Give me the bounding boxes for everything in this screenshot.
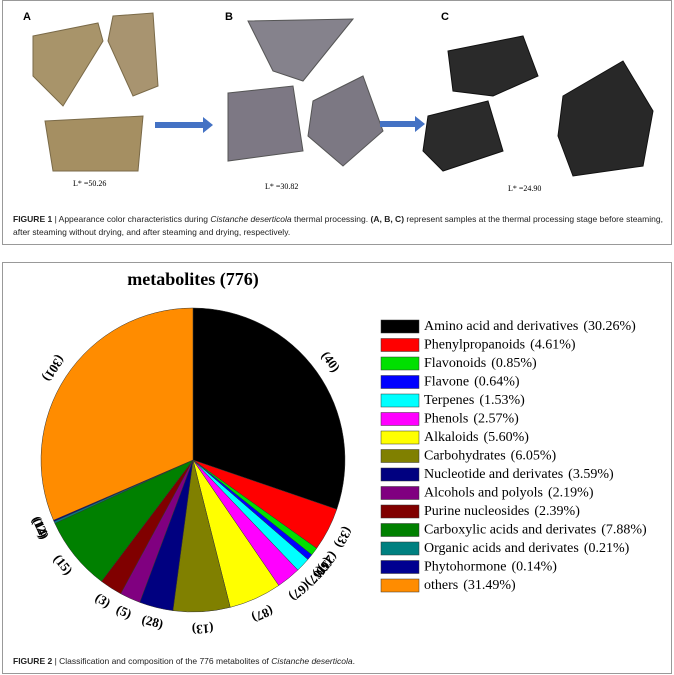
legend-name: Nucleotide and derivates	[424, 467, 563, 482]
legend-entry: Flavone (0.64%)	[424, 375, 520, 390]
legend-value: (4.61%)	[530, 338, 576, 353]
legend-swatch	[380, 560, 420, 574]
legend-name: Flavone	[424, 375, 469, 390]
legend-name: Phenols	[424, 412, 468, 427]
legend-swatch	[380, 467, 420, 482]
legend-value: (3.59%)	[568, 467, 614, 482]
legend-entry: Organic acids and derivates (0.21%)	[424, 541, 630, 556]
legend-value: (0.85%)	[491, 356, 537, 371]
panel-letter: A	[23, 11, 31, 23]
lstar-value: L* =30.82	[265, 182, 298, 191]
legend-name: Phytohormone	[424, 560, 506, 575]
legend-name: Carboxylic acids and derivates	[424, 523, 596, 538]
chart-title: metabolites (776)	[127, 269, 258, 290]
legend-swatch	[380, 449, 420, 463]
panel-letter: C	[441, 11, 449, 23]
legend-swatch	[380, 375, 420, 389]
slice-label: (13)	[191, 621, 213, 637]
figure-2: metabolites (776) (40) Amino acid and der…	[2, 262, 672, 674]
legend-entry: Carbohydrates (6.05%)	[424, 449, 556, 464]
caption-text: | Appearance color characteristics durin…	[52, 214, 211, 224]
legend-entry: Terpenes (1.53%)	[424, 393, 525, 408]
caption-text: .	[352, 656, 355, 666]
figure-2-caption: FIGURE 2 | Classification and compositio…	[13, 655, 663, 668]
slice-label: (28)	[140, 612, 165, 632]
legend-swatch	[380, 338, 420, 352]
legend-entry: Nucleotide and derivates (3.59%)	[424, 467, 614, 482]
legend-value: (6.05%)	[511, 449, 557, 464]
caption-label: FIGURE 2	[13, 656, 53, 666]
legend-entry: Amino acid and derivatives (30.26%)	[424, 319, 636, 334]
figure-1-image: A B C L* =50.26 L* =30.82 L* =24.90	[23, 11, 654, 193]
legend-value: (0.21%)	[584, 541, 630, 556]
slice-label: (15)	[51, 551, 76, 577]
legend-entry: others (31.49%)	[424, 578, 516, 593]
legend-name: Alkaloids	[424, 430, 478, 445]
legend-value: (1.53%)	[479, 393, 525, 408]
caption-text: thermal processing.	[291, 214, 371, 224]
legend-value: (30.26%)	[583, 319, 636, 334]
legend-name: Amino acid and derivatives	[424, 319, 578, 334]
legend-entry: Phytohormone (0.14%)	[424, 560, 557, 575]
pie-slice	[40, 307, 194, 521]
legend-name: others	[424, 578, 458, 593]
legend-entry: Purine nucleosides (2.39%)	[424, 504, 580, 519]
legend-name: Phenylpropanoids	[424, 338, 525, 353]
legend-name: Flavonoids	[424, 356, 486, 371]
legend-name: Carbohydrates	[424, 449, 506, 464]
legend-value: (0.64%)	[474, 375, 520, 390]
legend-value: (7.88%)	[601, 523, 647, 538]
pie-slice	[192, 307, 346, 510]
legend-swatch	[380, 523, 420, 537]
legend-swatch	[380, 504, 420, 519]
legend-entry: Phenols (2.57%)	[424, 412, 519, 427]
slice-label: (5)	[114, 602, 134, 622]
lstar-value: L* =24.90	[508, 184, 541, 193]
slice-label: (3)	[93, 590, 114, 611]
caption-species: Cistanche deserticola	[271, 656, 353, 666]
legend-swatch	[380, 541, 420, 556]
lstar-value: L* =50.26	[73, 179, 106, 188]
legend-value: (2.57%)	[473, 412, 519, 427]
legend-value: (5.60%)	[483, 430, 529, 445]
legend-name: Alcohols and polyols	[424, 486, 543, 501]
legend-value: (31.49%)	[463, 578, 516, 593]
figure-1: A B C L* =50.26 L* =30.82 L* =24.90 FIGU…	[2, 0, 672, 245]
legend-name: Purine nucleosides	[424, 504, 529, 519]
caption-text: represent samples at the thermal process…	[13, 214, 663, 237]
legend-swatch	[380, 578, 420, 593]
legend-value: (0.14%)	[511, 560, 557, 575]
legend-entry: Phenylpropanoids (4.61%)	[424, 338, 576, 353]
legend-swatch	[380, 319, 420, 334]
caption-panels: (A, B, C)	[370, 214, 405, 224]
legend-name: Terpenes	[424, 393, 474, 408]
caption-text: | Classification and composition of the …	[52, 656, 272, 666]
legend-swatch	[380, 430, 420, 445]
legend-value: (2.39%)	[534, 504, 580, 519]
legend-swatch	[380, 356, 420, 371]
caption-species: Cistanche deserticola	[210, 214, 292, 224]
legend-entry: Carboxylic acids and derivates (7.88%)	[424, 523, 647, 538]
legend-entry: Flavonoids (0.85%)	[424, 356, 537, 371]
legend-name: Organic acids and derivates	[424, 541, 579, 556]
panel-letter: B	[225, 11, 233, 23]
chart: metabolites (776) (40) Amino acid and der…	[29, 269, 647, 637]
legend-value: (2.19%)	[548, 486, 594, 501]
legend-swatch	[380, 393, 420, 408]
figure-1-caption: FIGURE 1 | Appearance color characterist…	[13, 213, 663, 239]
slice-label: (40)	[319, 348, 344, 374]
caption-label: FIGURE 1	[13, 214, 53, 224]
legend-entry: Alcohols and polyols (2.19%)	[424, 486, 594, 501]
slice-label: (33)	[332, 525, 355, 551]
legend-swatch	[380, 412, 420, 426]
legend-entry: Alkaloids (5.60%)	[424, 430, 529, 445]
slice-label: (87)	[250, 603, 276, 626]
legend-swatch	[380, 486, 420, 500]
